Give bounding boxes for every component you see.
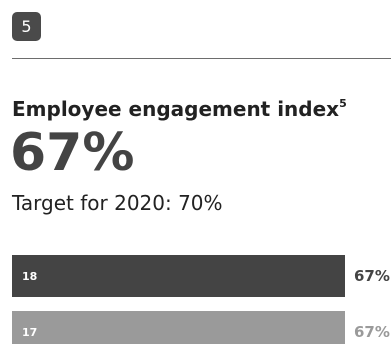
bar-18 [12, 255, 345, 297]
bar-value-label: 67% [354, 267, 390, 285]
headline-value: 67% [10, 123, 135, 183]
bar-category-label: 18 [22, 270, 37, 283]
bar-17 [12, 311, 345, 344]
title-text: Employee engagement index [12, 97, 340, 121]
divider [12, 58, 391, 59]
title-footnote: 5 [339, 97, 347, 110]
page-title: Employee engagement index5 [12, 97, 347, 121]
target-text: Target for 2020: 70% [12, 191, 223, 215]
bar-value-label: 67% [354, 323, 390, 341]
bar-category-label: 17 [22, 326, 37, 339]
page-number-badge: 5 [12, 12, 41, 41]
bars-group: 18 67% 17 67% [12, 255, 390, 344]
